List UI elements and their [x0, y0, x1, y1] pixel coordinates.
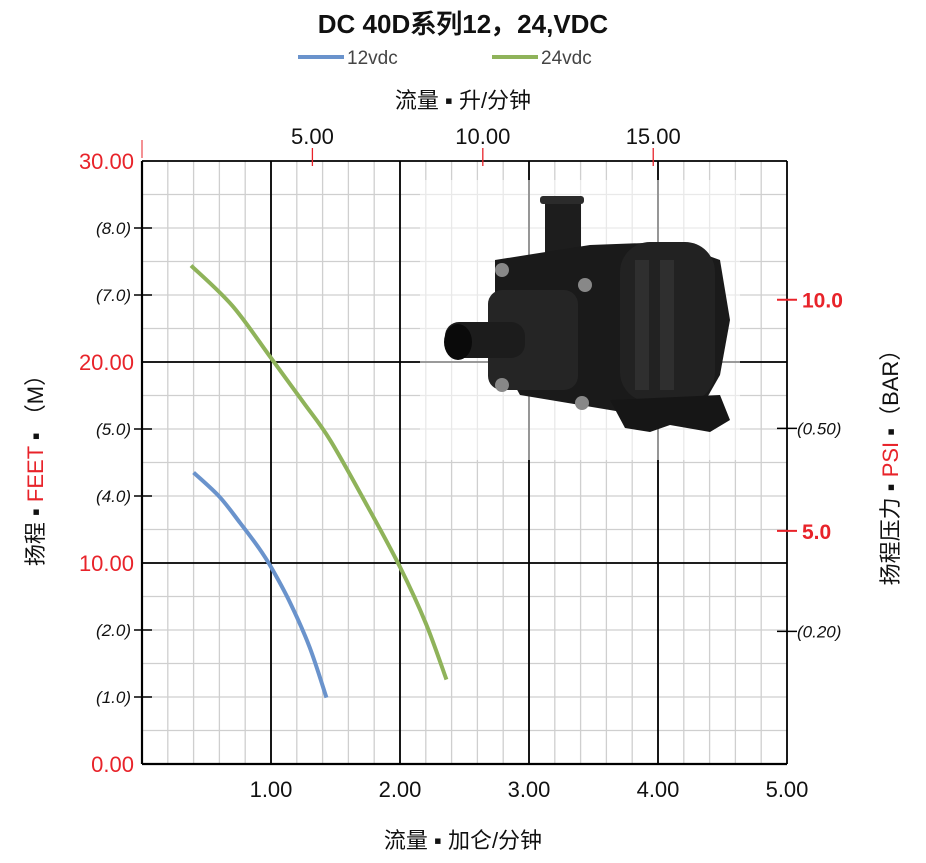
chart-title: DC 40D系列12，24,VDC: [318, 9, 609, 39]
x-top-tick-label: 15.00: [626, 124, 681, 149]
y-left-meter-tick-label: (7.0): [96, 286, 131, 305]
y-left-meter-tick-label: (8.0): [96, 219, 131, 238]
x-bottom-tick-label: 4.00: [637, 777, 680, 802]
legend-label-12vdc: 12vdc: [347, 48, 398, 69]
legend-label-24vdc: 24vdc: [541, 48, 592, 69]
x-bottom-tick-label: 2.00: [379, 777, 422, 802]
axes: 1.00 2.00 3.00 4.00 5.00 5.00 10.00 15.00 0.00 10…: [79, 124, 843, 802]
legend: 12vdc 24vdc: [298, 48, 592, 69]
series-lines: [189, 264, 449, 699]
pump-image: [420, 180, 740, 460]
y-left-tick-label: 30.00: [79, 149, 134, 174]
series-line-24vdc: [189, 264, 449, 681]
y-left-tick-label: 20.00: [79, 350, 134, 375]
x-bottom-tick-label: 1.00: [250, 777, 293, 802]
y-right-psi-tick-label: 10.0: [802, 290, 843, 313]
x-top-tick-label: 10.00: [455, 124, 510, 149]
x-bottom-axis-label: 流量 ▪ 加仑/分钟: [384, 828, 542, 853]
y-left-tick-label: 10.00: [79, 551, 134, 576]
y-left-label-part: ▪ （M）: [23, 364, 48, 446]
y-left-meter-tick-label: (5.0): [96, 420, 131, 439]
y-left-meter-tick-label: (2.0): [96, 621, 131, 640]
y-left-tick-label: 0.00: [91, 752, 134, 777]
svg-text:扬程 ▪ FEET ▪ （M）: 扬程 ▪ FEET ▪ （M）: [23, 364, 48, 566]
y-right-axis-label: 扬程压力 ▪ PSI ▪（BAR）: [878, 339, 903, 586]
x-bottom-tick-label: 3.00: [508, 777, 551, 802]
y-left-label-unit: FEET: [23, 446, 48, 502]
y-right-bar-tick-label: (0.50): [797, 419, 841, 438]
y-left-meter-tick-label: (1.0): [96, 688, 131, 707]
x-top-tick-label: 5.00: [291, 124, 334, 149]
series-line-12vdc: [192, 471, 329, 699]
y-right-bar-tick-label: (0.20): [797, 622, 841, 641]
y-right-label-part: 扬程压力 ▪: [878, 477, 903, 585]
y-left-meter-tick-label: (4.0): [96, 487, 131, 506]
x-bottom-tick-label: 5.00: [766, 777, 809, 802]
y-right-psi-tick-label: 5.0: [802, 521, 831, 544]
y-right-label-part: ▪（BAR）: [878, 339, 903, 442]
y-left-label-part: 扬程 ▪: [23, 502, 48, 566]
y-left-axis-label: 扬程 ▪ FEET ▪ （M）: [23, 364, 48, 566]
y-right-label-unit: PSI: [878, 442, 903, 477]
x-top-axis-label: 流量 ▪ 升/分钟: [395, 88, 531, 113]
svg-text:扬程压力 ▪ PSI ▪（BAR）: 扬程压力 ▪ PSI ▪（BAR）: [878, 339, 903, 586]
